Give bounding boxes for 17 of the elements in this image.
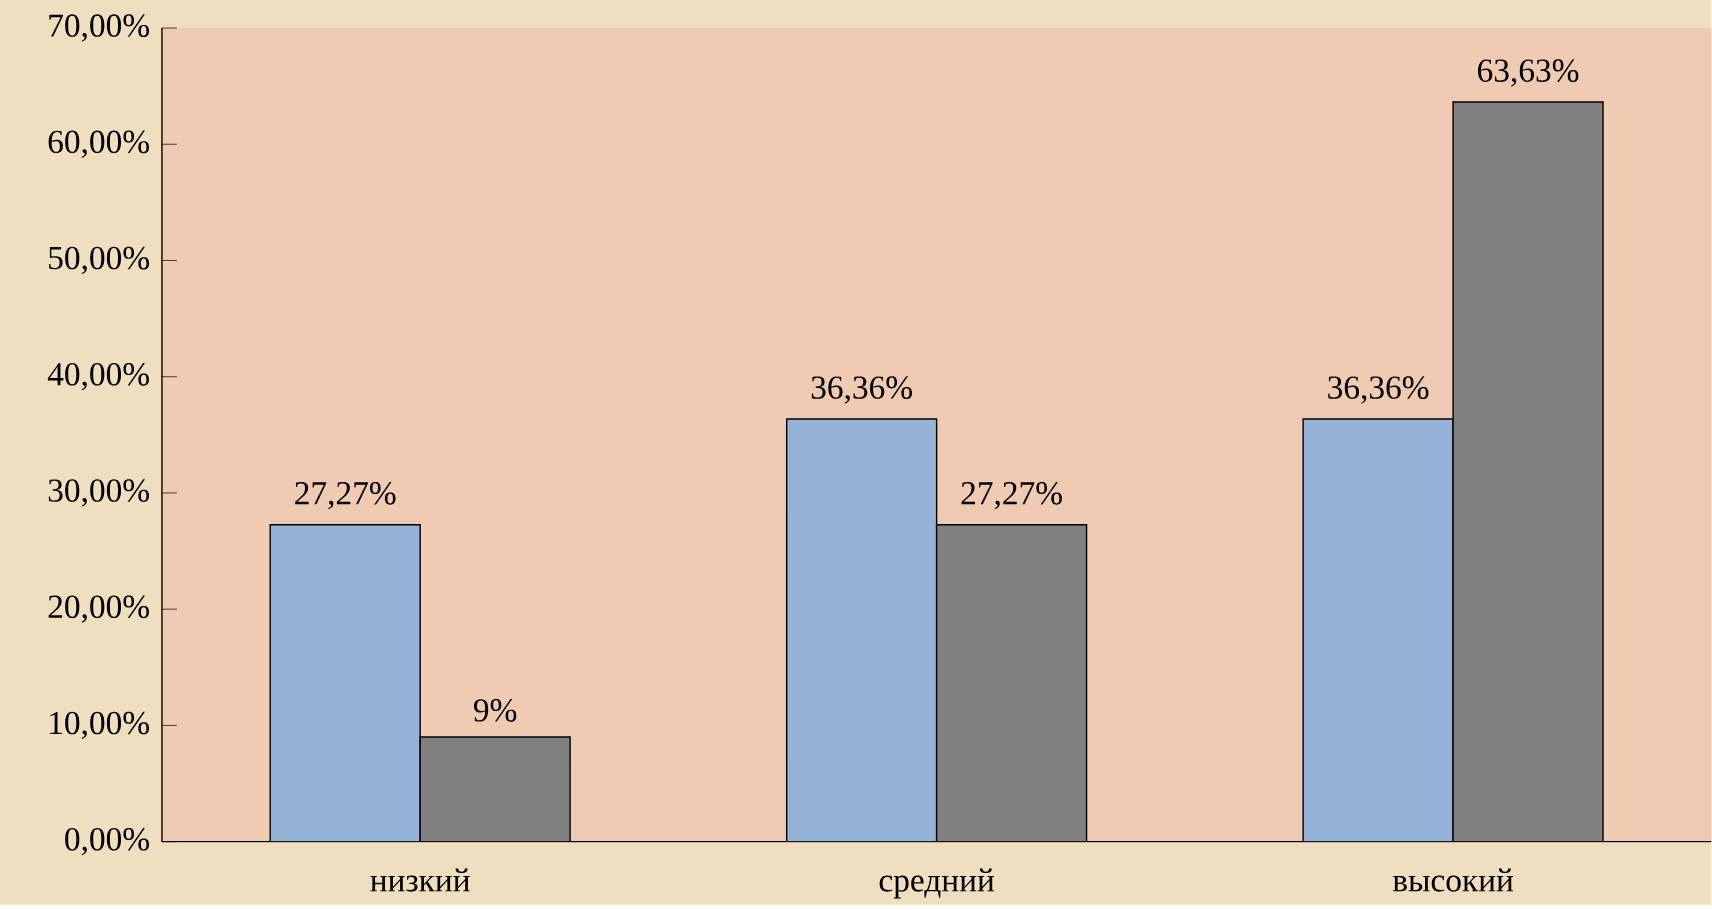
data-label: 63,63% (1478, 59, 1579, 87)
data-label: 27,27% (295, 482, 396, 510)
y-tick-label: 40,00% (47, 363, 149, 391)
x-tick-label: средний (879, 868, 995, 899)
y-tick-label: 50,00% (49, 247, 149, 275)
data-label: 36,36% (1328, 376, 1429, 404)
y-tick-label: 0,00% (65, 828, 149, 856)
y-tick-label: 70,00% (49, 14, 149, 42)
data-label: 36,36% (811, 376, 912, 404)
y-tick-label: 20,00% (48, 595, 149, 624)
x-tick-label: низкий (370, 868, 470, 892)
data-label: 9% (473, 699, 517, 722)
y-tick-label: 60,00% (48, 130, 149, 159)
y-tick-label: 10,00% (50, 711, 149, 740)
x-tick-label: высокий (1392, 868, 1514, 892)
y-tick-label: 30,00% (48, 479, 149, 507)
data-label: 27,27% (961, 482, 1062, 510)
